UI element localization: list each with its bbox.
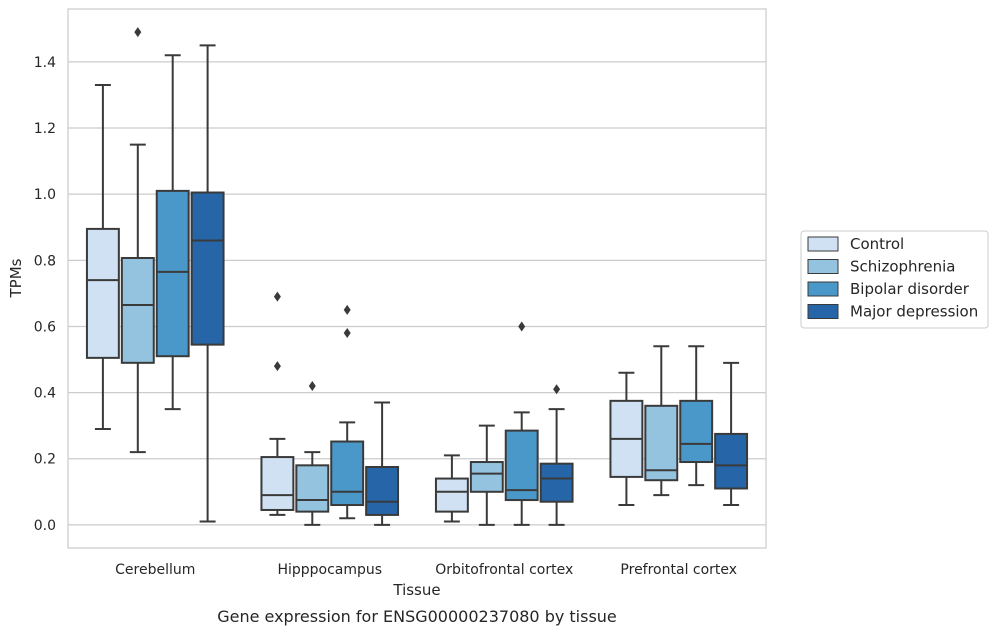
box-3-3 (714, 361, 749, 507)
x-tick-label: Orbitofrontal cortex (435, 562, 573, 578)
legend-label: Schizophrenia (850, 258, 955, 276)
box-body (365, 465, 400, 516)
y-axis-ticks: 0.0 0.2 0.4 0.6 0.8 1.0 1.2 1.4 (34, 55, 56, 534)
legend-label: Major depression (850, 303, 978, 321)
y-tick-label: 0.8 (34, 253, 56, 269)
x-tick-label: Cerebellum (115, 562, 195, 578)
box-body (190, 191, 225, 346)
outlier-point (134, 27, 142, 38)
x-axis-title: Tissue (392, 581, 440, 599)
figure-caption: Gene expression for ENSG00000237080 by t… (217, 607, 617, 626)
legend-swatch (807, 304, 839, 319)
box-body (295, 464, 330, 513)
box-2-1 (469, 424, 504, 526)
legend: Control Schizophrenia Bipolar disorder Majo… (800, 230, 989, 329)
legend-swatch (807, 281, 839, 297)
box-2-0 (434, 454, 469, 523)
outlier-point (343, 328, 351, 339)
box-body (644, 404, 679, 482)
x-axis-ticks: Cerebellum Hipppocampus Orbitofrontal cort… (115, 562, 737, 578)
y-tick-label: 1.0 (34, 187, 56, 203)
box-3-1 (644, 345, 679, 497)
box-1-2 (330, 304, 365, 520)
box-body (714, 432, 749, 490)
legend-swatch (807, 259, 839, 274)
box-plot-marks (85, 27, 749, 526)
x-tick-label: Prefrontal cortex (620, 562, 737, 578)
box-0-2 (155, 54, 190, 411)
box-3-0 (609, 371, 644, 507)
plot-frame (67, 8, 767, 549)
legend-label: Bipolar disorder (850, 280, 970, 298)
box-body (260, 456, 295, 511)
box-1-3 (365, 401, 400, 526)
y-tick-label: 1.2 (34, 121, 56, 137)
outlier-point (273, 361, 281, 372)
outlier-point (343, 304, 351, 315)
legend-swatch (807, 236, 839, 252)
box-body (539, 462, 574, 503)
y-tick-label: 0.0 (34, 518, 56, 534)
y-tick-label: 0.6 (34, 319, 56, 335)
outlier-point (553, 384, 561, 395)
box-2-2 (504, 321, 539, 526)
y-tick-label: 0.4 (34, 386, 56, 402)
box-2-3 (539, 384, 574, 526)
legend-label: Control (850, 235, 904, 253)
box-body (330, 440, 365, 507)
outlier-point (518, 321, 526, 332)
y-tick-label: 0.2 (34, 452, 56, 468)
outlier-point (308, 380, 316, 391)
box-body (120, 256, 155, 364)
box-0-1 (120, 27, 155, 454)
box-body (85, 227, 120, 359)
box-body (679, 399, 714, 464)
box-0-3 (190, 44, 225, 523)
y-tick-label: 1.4 (34, 55, 56, 71)
outlier-point (273, 291, 281, 302)
box-1-0 (260, 291, 295, 516)
box-0-0 (85, 84, 120, 430)
box-body (469, 461, 504, 493)
box-3-2 (679, 345, 714, 487)
legend-frame (800, 230, 989, 329)
box-1-1 (295, 380, 330, 526)
y-axis-title: TPMs (7, 258, 25, 298)
box-body (434, 477, 469, 513)
x-tick-label: Hipppocampus (277, 562, 382, 578)
box-body (504, 429, 539, 502)
box-body (155, 189, 190, 358)
